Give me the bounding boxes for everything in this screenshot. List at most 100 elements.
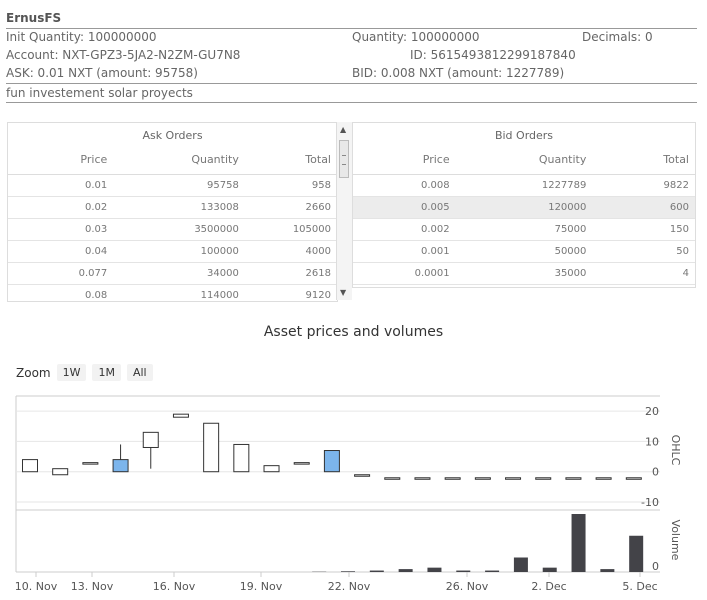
ask-order-cell-total: 4000 [244, 240, 337, 263]
ohlc-tick-label: -10 [641, 496, 659, 509]
ask-order-row[interactable]: 0.077 34000 2618 [8, 262, 337, 285]
x-tick-label: 13. Nov [71, 580, 114, 593]
bid-order-cell-total: 600 [592, 196, 695, 219]
ask-order-cell-total: 958 [244, 174, 337, 197]
volume-axis-title: Volume [669, 520, 682, 561]
ask-order-cell-total: 2660 [244, 196, 337, 219]
ohlc-candle[interactable] [414, 477, 431, 480]
x-tick-label: 10. Nov [15, 580, 58, 593]
ask-order-row[interactable]: 0.01 95758 958 [8, 174, 337, 197]
ask-orders-panel: Ask Orders Price Quantity Total 0.01 9575… [7, 122, 338, 302]
x-tick-label: 26. Nov [446, 580, 489, 593]
volume-bar[interactable] [398, 569, 413, 572]
ohlc-candle[interactable] [52, 468, 69, 476]
ohlc-candle[interactable] [172, 413, 189, 418]
ask-order-row[interactable]: 0.04 100000 4000 [8, 240, 337, 263]
x-tick-label: 22. Nov [328, 580, 371, 593]
bid-order-cell-quantity: 75000 [455, 218, 593, 241]
volume-bar[interactable] [542, 567, 557, 572]
ask-orders-scrollbar[interactable]: ▲ ▼ [336, 122, 352, 300]
ohlc-candle[interactable] [293, 462, 310, 465]
volume-bar[interactable] [600, 569, 615, 572]
ohlc-candle[interactable] [354, 474, 371, 477]
ask-order-cell-quantity: 34000 [113, 262, 245, 285]
ask-order-cell-total: 2618 [244, 262, 337, 285]
asset-id: ID: 5615493812299187840 [410, 48, 576, 62]
chart-title: Asset prices and volumes [263, 324, 444, 340]
scroll-up-icon[interactable]: ▲ [340, 125, 347, 134]
ask-summary: ASK: 0.01 NXT (amount: 95758) [6, 66, 198, 80]
ohlc-candle[interactable] [625, 477, 642, 480]
ask-col-total: Total [244, 148, 337, 175]
volume-bar[interactable] [369, 570, 384, 572]
account-id: Account: NXT-GPZ3-5JA2-N2ZM-GU7N8 [6, 48, 241, 62]
ask-order-row[interactable]: 0.08 114000 9120 [8, 284, 337, 301]
volume-bar[interactable] [571, 514, 586, 572]
volume-bar[interactable] [427, 567, 442, 572]
zoom-1m-button[interactable]: 1M [92, 364, 121, 381]
scroll-down-icon[interactable]: ▼ [340, 288, 347, 297]
ask-col-price: Price [8, 148, 114, 175]
init-quantity: Init Quantity: 100000000 [6, 30, 157, 44]
ask-order-cell-price: 0.02 [8, 196, 114, 219]
ohlc-candle[interactable] [444, 477, 461, 480]
bid-order-cell-price: 0.001 [353, 240, 456, 263]
asset-details: Init Quantity: 100000000 Quantity: 10000… [6, 29, 697, 84]
bid-order-cell-total: 9822 [592, 174, 695, 197]
ask-order-cell-total: 105000 [244, 218, 337, 241]
asset-description: fun investement solar proyects [6, 84, 697, 103]
bid-order-cell-price: 0.0001 [353, 262, 456, 285]
x-tick-label: 2. Dec [531, 580, 566, 593]
bid-order-cell-quantity: 35000 [455, 262, 593, 285]
ask-order-cell-price: 0.04 [8, 240, 114, 263]
bid-order-cell-price: 0.008 [353, 174, 456, 197]
ohlc-candle[interactable] [535, 477, 552, 480]
bid-orders-table: Bid Orders Price Quantity Total 0.008 122… [353, 123, 695, 285]
bid-order-row[interactable]: 0.001 50000 50 [353, 240, 695, 263]
bid-order-row[interactable]: 0.005 120000 600 [353, 196, 695, 219]
bid-orders-caption: Bid Orders [494, 129, 554, 142]
bid-order-row[interactable]: 0.002 75000 150 [353, 218, 695, 241]
ohlc-candle[interactable] [595, 477, 612, 480]
volume-bar[interactable] [456, 570, 471, 572]
ohlc-candle[interactable] [203, 422, 220, 473]
bid-order-row[interactable]: 0.008 1227789 9822 [353, 174, 695, 197]
ask-order-row[interactable]: 0.02 133008 2660 [8, 196, 337, 219]
ohlc-tick-label: 10 [645, 435, 659, 448]
x-tick-label: 19. Nov [240, 580, 283, 593]
zoom-controls: Zoom 1W 1M All [16, 364, 153, 381]
bid-order-cell-quantity: 50000 [455, 240, 593, 263]
ohlc-tick-label: 20 [645, 405, 659, 418]
ohlc-candle[interactable] [112, 444, 129, 473]
decimals: Decimals: 0 [582, 30, 653, 44]
zoom-all-button[interactable]: All [126, 364, 153, 381]
bid-order-cell-total: 50 [592, 240, 695, 263]
ohlc-candle[interactable] [565, 477, 582, 480]
volume-tick-label: 0 [652, 560, 659, 573]
ohlc-candle[interactable] [142, 431, 159, 469]
zoom-1w-button[interactable]: 1W [56, 364, 87, 381]
ask-order-cell-quantity: 114000 [113, 284, 245, 301]
ohlc-tick-label: 0 [652, 466, 659, 479]
bid-order-cell-price: 0.005 [353, 196, 456, 219]
volume-bar[interactable] [485, 570, 500, 572]
ohlc-candle[interactable] [474, 477, 491, 480]
zoom-label: Zoom [16, 365, 51, 380]
ohlc-candle[interactable] [82, 462, 99, 465]
volume-bar[interactable] [513, 557, 528, 573]
ohlc-candle[interactable] [384, 477, 401, 480]
ohlc-candle[interactable] [323, 450, 340, 473]
bid-order-row[interactable]: 0.0001 35000 4 [353, 262, 695, 285]
volume-bar[interactable] [341, 571, 355, 572]
ohlc-axis-title: OHLC [669, 435, 682, 466]
ohlc-candle[interactable] [263, 465, 280, 473]
x-tick-label: 5. Dec [622, 580, 657, 593]
ohlc-candle[interactable] [22, 459, 38, 473]
bid-orders-panel: Bid Orders Price Quantity Total 0.008 122… [352, 122, 696, 288]
ohlc-candle[interactable] [505, 477, 522, 480]
bid-order-cell-price: 0.002 [353, 218, 456, 241]
ask-order-row[interactable]: 0.03 3500000 105000 [8, 218, 337, 241]
scroll-thumb[interactable] [339, 140, 349, 178]
volume-bar[interactable] [629, 535, 644, 572]
ohlc-candle[interactable] [233, 443, 250, 473]
